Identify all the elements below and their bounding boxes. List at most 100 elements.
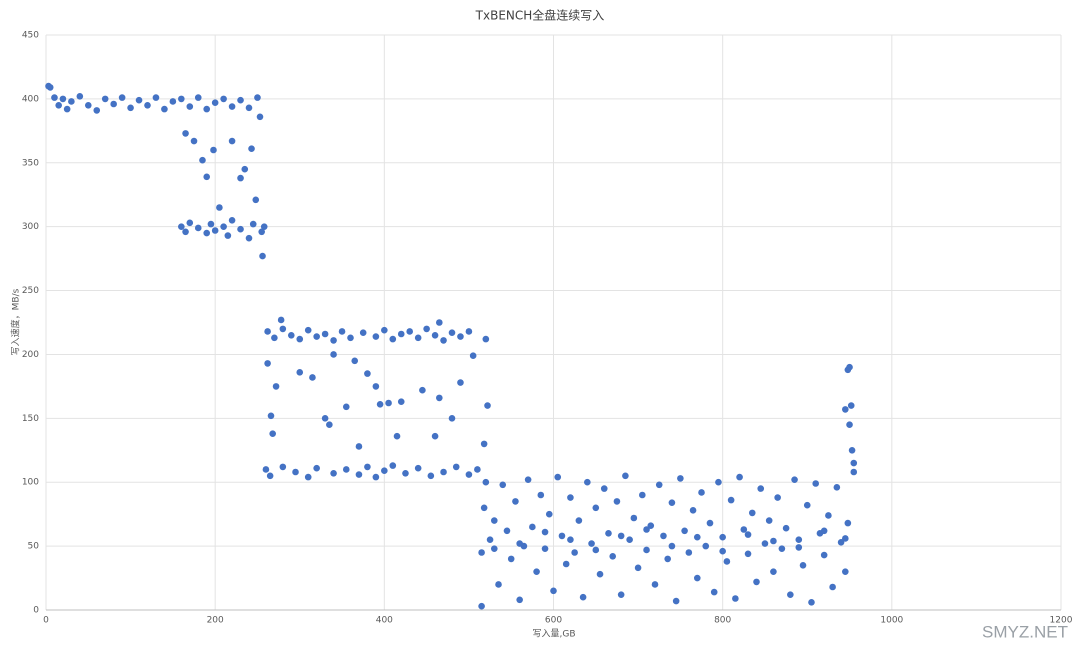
- x-tick-label: 1000: [880, 616, 903, 626]
- point: [617, 591, 625, 598]
- point: [465, 328, 473, 335]
- point: [837, 538, 845, 546]
- point: [588, 540, 595, 547]
- x-tick-label: 800: [714, 616, 731, 626]
- point: [478, 549, 485, 556]
- point: [296, 335, 304, 343]
- point: [190, 137, 198, 145]
- y-tick-label: 400: [22, 94, 39, 104]
- point: [617, 532, 625, 540]
- point: [228, 137, 236, 145]
- point: [484, 402, 491, 409]
- point: [698, 489, 705, 496]
- y-tick-label: 250: [22, 286, 39, 296]
- point: [457, 379, 464, 386]
- point: [550, 587, 557, 595]
- point: [287, 331, 295, 339]
- point: [643, 546, 650, 554]
- point: [237, 96, 244, 104]
- point: [207, 220, 215, 228]
- point: [118, 94, 126, 101]
- point: [643, 526, 650, 533]
- point: [808, 599, 815, 606]
- point: [381, 467, 388, 475]
- point: [791, 476, 798, 483]
- point: [702, 542, 710, 550]
- point: [381, 326, 388, 334]
- point: [397, 330, 405, 338]
- point: [127, 104, 134, 112]
- point: [211, 227, 219, 234]
- point: [848, 446, 856, 454]
- point: [596, 570, 604, 578]
- point: [846, 421, 853, 429]
- point: [397, 398, 405, 406]
- point: [846, 363, 853, 371]
- point: [389, 335, 397, 343]
- point: [55, 101, 62, 109]
- point: [715, 478, 722, 486]
- point: [567, 536, 574, 544]
- point: [744, 550, 752, 558]
- point: [689, 507, 697, 514]
- point: [799, 561, 807, 569]
- point: [364, 370, 371, 377]
- point: [465, 471, 473, 478]
- point: [252, 196, 260, 204]
- point: [406, 328, 414, 335]
- point: [778, 545, 786, 552]
- point: [748, 509, 756, 517]
- point: [605, 530, 612, 537]
- point: [562, 560, 570, 568]
- point: [753, 578, 760, 586]
- point: [490, 517, 498, 524]
- point: [558, 532, 566, 540]
- point: [259, 252, 266, 260]
- point: [419, 386, 426, 394]
- point: [220, 223, 227, 230]
- point: [850, 468, 858, 476]
- point: [245, 234, 253, 242]
- point: [482, 478, 490, 486]
- point: [254, 94, 261, 101]
- point: [260, 223, 268, 230]
- point: [68, 98, 75, 105]
- point: [237, 174, 244, 182]
- x-tick-label: 0: [43, 616, 49, 626]
- point: [372, 383, 380, 390]
- point: [330, 351, 337, 358]
- point: [414, 464, 422, 472]
- point: [740, 526, 748, 533]
- point: [203, 105, 211, 113]
- point: [110, 100, 117, 108]
- point: [710, 588, 718, 596]
- x-tick-label: 1200: [1050, 616, 1073, 626]
- point: [584, 478, 591, 486]
- point: [355, 471, 363, 478]
- point: [672, 597, 680, 605]
- point: [347, 334, 354, 342]
- point: [216, 204, 223, 211]
- y-tick-label: 200: [22, 350, 39, 360]
- point: [228, 103, 236, 110]
- point: [795, 544, 803, 551]
- y-tick-label: 300: [22, 222, 39, 232]
- point: [655, 481, 663, 489]
- point: [829, 583, 836, 591]
- point: [248, 145, 255, 153]
- watermark: SMYZ.NET: [982, 622, 1068, 641]
- point: [359, 329, 367, 337]
- point: [732, 595, 739, 602]
- point: [277, 316, 285, 324]
- point: [537, 491, 545, 499]
- point: [812, 480, 820, 487]
- point: [279, 325, 287, 333]
- point: [393, 432, 401, 440]
- point: [211, 99, 219, 107]
- point: [503, 527, 511, 535]
- point: [833, 484, 841, 491]
- point: [203, 173, 211, 181]
- point: [269, 430, 276, 437]
- point: [842, 535, 849, 542]
- point: [264, 328, 271, 335]
